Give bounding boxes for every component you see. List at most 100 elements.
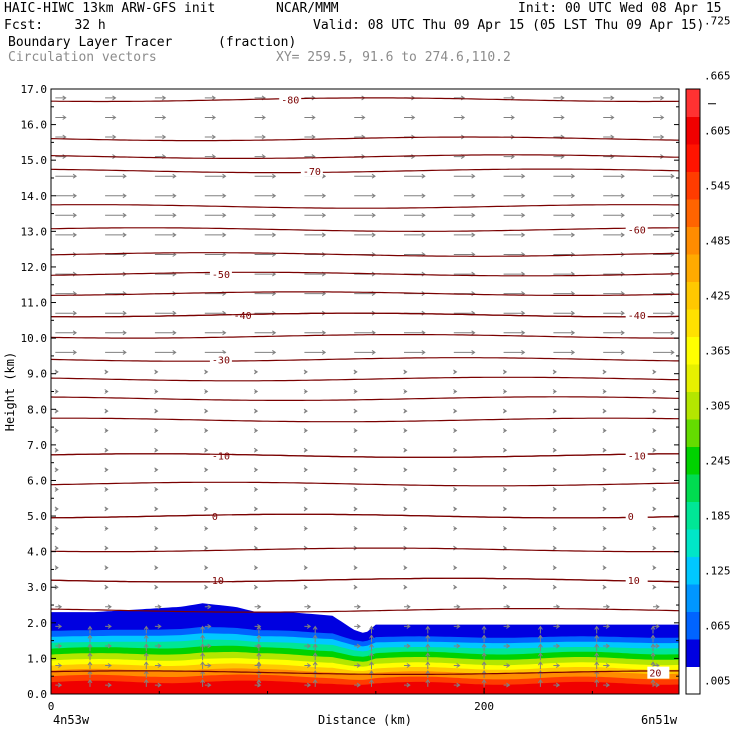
wind-vector — [537, 661, 543, 670]
wind-vector — [55, 604, 63, 610]
wind-vector — [404, 173, 426, 179]
wind-vector — [603, 623, 611, 629]
plot-frame — [50, 88, 680, 695]
wind-vector — [602, 428, 607, 434]
wind-vector — [303, 428, 308, 434]
wind-vector — [503, 232, 526, 238]
wind-vector — [503, 212, 526, 218]
colorbar-segment — [686, 391, 700, 420]
wind-vector — [553, 349, 576, 355]
wind-vector — [204, 545, 209, 551]
wind-vector — [204, 486, 209, 492]
y-tick-label: 6.0 — [27, 474, 47, 487]
wind-vector — [154, 212, 177, 218]
wind-vector — [154, 428, 159, 434]
wind-vector — [552, 526, 557, 531]
wind-vector — [602, 584, 607, 590]
contour-label-bg — [209, 353, 232, 366]
wind-vector — [204, 604, 212, 610]
wind-vector — [453, 506, 458, 512]
colorbar-segment — [686, 474, 700, 502]
wind-vector — [453, 682, 461, 688]
colorbar-segment — [686, 556, 700, 585]
colorbar-label: .125 — [704, 564, 731, 577]
wind-vector — [154, 349, 177, 355]
wind-vector — [105, 173, 127, 179]
wind-vector — [253, 389, 259, 394]
wind-vector — [254, 349, 277, 355]
wind-vector — [652, 467, 657, 473]
wind-vector — [425, 678, 431, 687]
colorbar-label: .305 — [704, 399, 731, 412]
wind-vector — [602, 506, 607, 512]
wind-vector — [200, 634, 206, 643]
wind-vector — [105, 193, 127, 199]
wind-vector — [105, 310, 127, 316]
wind-vector — [154, 389, 159, 394]
wind-vector — [154, 486, 159, 492]
contour-label: 10 — [628, 576, 640, 587]
contour-label-bg — [625, 510, 648, 523]
wind-vector — [603, 330, 625, 336]
wind-vector — [594, 625, 600, 634]
wind-vector — [453, 663, 461, 668]
wind-vector — [312, 678, 318, 687]
wind-vector — [602, 545, 607, 551]
wind-vector — [503, 330, 526, 336]
wind-vector — [652, 389, 657, 394]
colorbar-segment — [686, 281, 700, 310]
wind-vector — [105, 663, 112, 668]
wind-vector — [254, 173, 277, 179]
colorbar-label: .185 — [704, 509, 731, 522]
contour-line — [51, 481, 679, 487]
wind-vector — [312, 625, 318, 634]
wind-vector — [650, 678, 656, 687]
y-tick-label: 4.0 — [27, 546, 47, 559]
wind-vector — [425, 643, 431, 652]
wind-vector — [253, 447, 259, 453]
contour-label: 0 — [628, 512, 634, 523]
wind-vector — [105, 134, 117, 140]
wind-vector — [404, 115, 416, 120]
model-title: HAIC-HIWC 13km ARW-GFS init — [4, 1, 216, 16]
wind-vector — [603, 173, 625, 179]
wind-vector — [404, 623, 411, 629]
wind-vector — [652, 526, 657, 531]
wind-vector — [481, 625, 487, 634]
wind-vector — [502, 428, 508, 434]
wind-vector — [652, 506, 657, 512]
contour-line — [51, 453, 679, 458]
wind-vector — [354, 173, 376, 179]
wind-vector — [425, 652, 431, 661]
y-tick-label: 9.0 — [27, 368, 47, 381]
org-label: NCAR/MMM — [276, 1, 339, 16]
wind-vector — [204, 115, 217, 120]
contour-line — [51, 417, 679, 423]
wind-vector — [256, 643, 262, 652]
colorbar-label: .725 — [704, 14, 731, 27]
wind-vector — [552, 565, 557, 571]
wind-vector — [304, 604, 312, 610]
wind-vector — [253, 506, 259, 512]
wind-vector — [312, 652, 318, 661]
wind-vector — [304, 682, 312, 688]
wind-vector — [204, 408, 209, 414]
wind-vector — [353, 467, 358, 473]
wind-vector — [553, 310, 576, 316]
contour-line — [51, 227, 679, 232]
wind-vector — [354, 193, 376, 199]
wind-vector — [594, 661, 600, 670]
wind-vector — [602, 447, 607, 453]
wind-vector — [54, 428, 59, 434]
wind-vector — [502, 389, 508, 394]
wind-vector — [425, 661, 431, 670]
wind-vector — [353, 369, 358, 375]
wind-vector — [204, 526, 209, 531]
wind-vector — [502, 565, 508, 571]
wind-vector — [104, 447, 109, 453]
wind-vector — [256, 652, 262, 661]
wind-vector — [200, 625, 206, 634]
wind-vector — [653, 134, 665, 140]
wind-vector — [254, 193, 277, 199]
